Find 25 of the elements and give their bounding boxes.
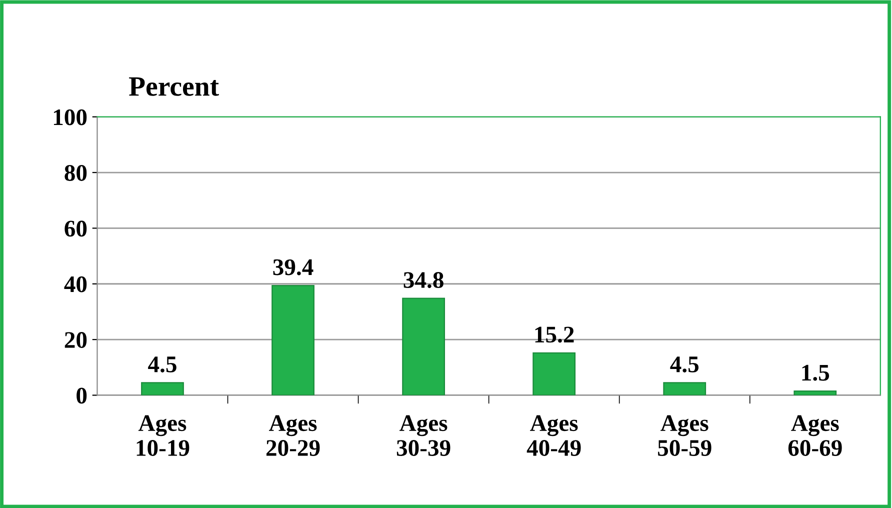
- data-label: 4.5: [148, 356, 176, 372]
- data-label: 4.5: [670, 356, 699, 372]
- bar: [272, 284, 314, 396]
- data-label: 34.8: [404, 272, 444, 288]
- x-tick-label: Ages 10-19: [136, 415, 190, 456]
- data-label: 15.2: [535, 326, 574, 343]
- y-tick-label: 100: [54, 109, 87, 126]
- x-tick-label: Ages 20-29: [266, 415, 320, 456]
- y-tick-label: 60: [64, 220, 87, 237]
- bar: [141, 382, 184, 396]
- y-tick-label: 20: [64, 332, 87, 348]
- bar: [663, 382, 706, 396]
- y-tick-label: 0: [76, 388, 87, 404]
- bar: [532, 352, 576, 396]
- x-tick-label: Ages 30-39: [396, 415, 450, 456]
- data-label: 1.5: [802, 364, 830, 381]
- bar: [794, 390, 837, 396]
- y-tick-label: 40: [64, 276, 87, 292]
- y-axis-title: Percent: [129, 77, 219, 96]
- data-label: 39.4: [273, 259, 314, 276]
- bar: [402, 298, 445, 396]
- x-tick-label: Ages 40-49: [526, 415, 581, 456]
- y-tick-label: 80: [64, 165, 87, 181]
- x-tick-label: Ages 50-59: [658, 415, 712, 456]
- x-tick-label: Ages 60-69: [788, 415, 842, 456]
